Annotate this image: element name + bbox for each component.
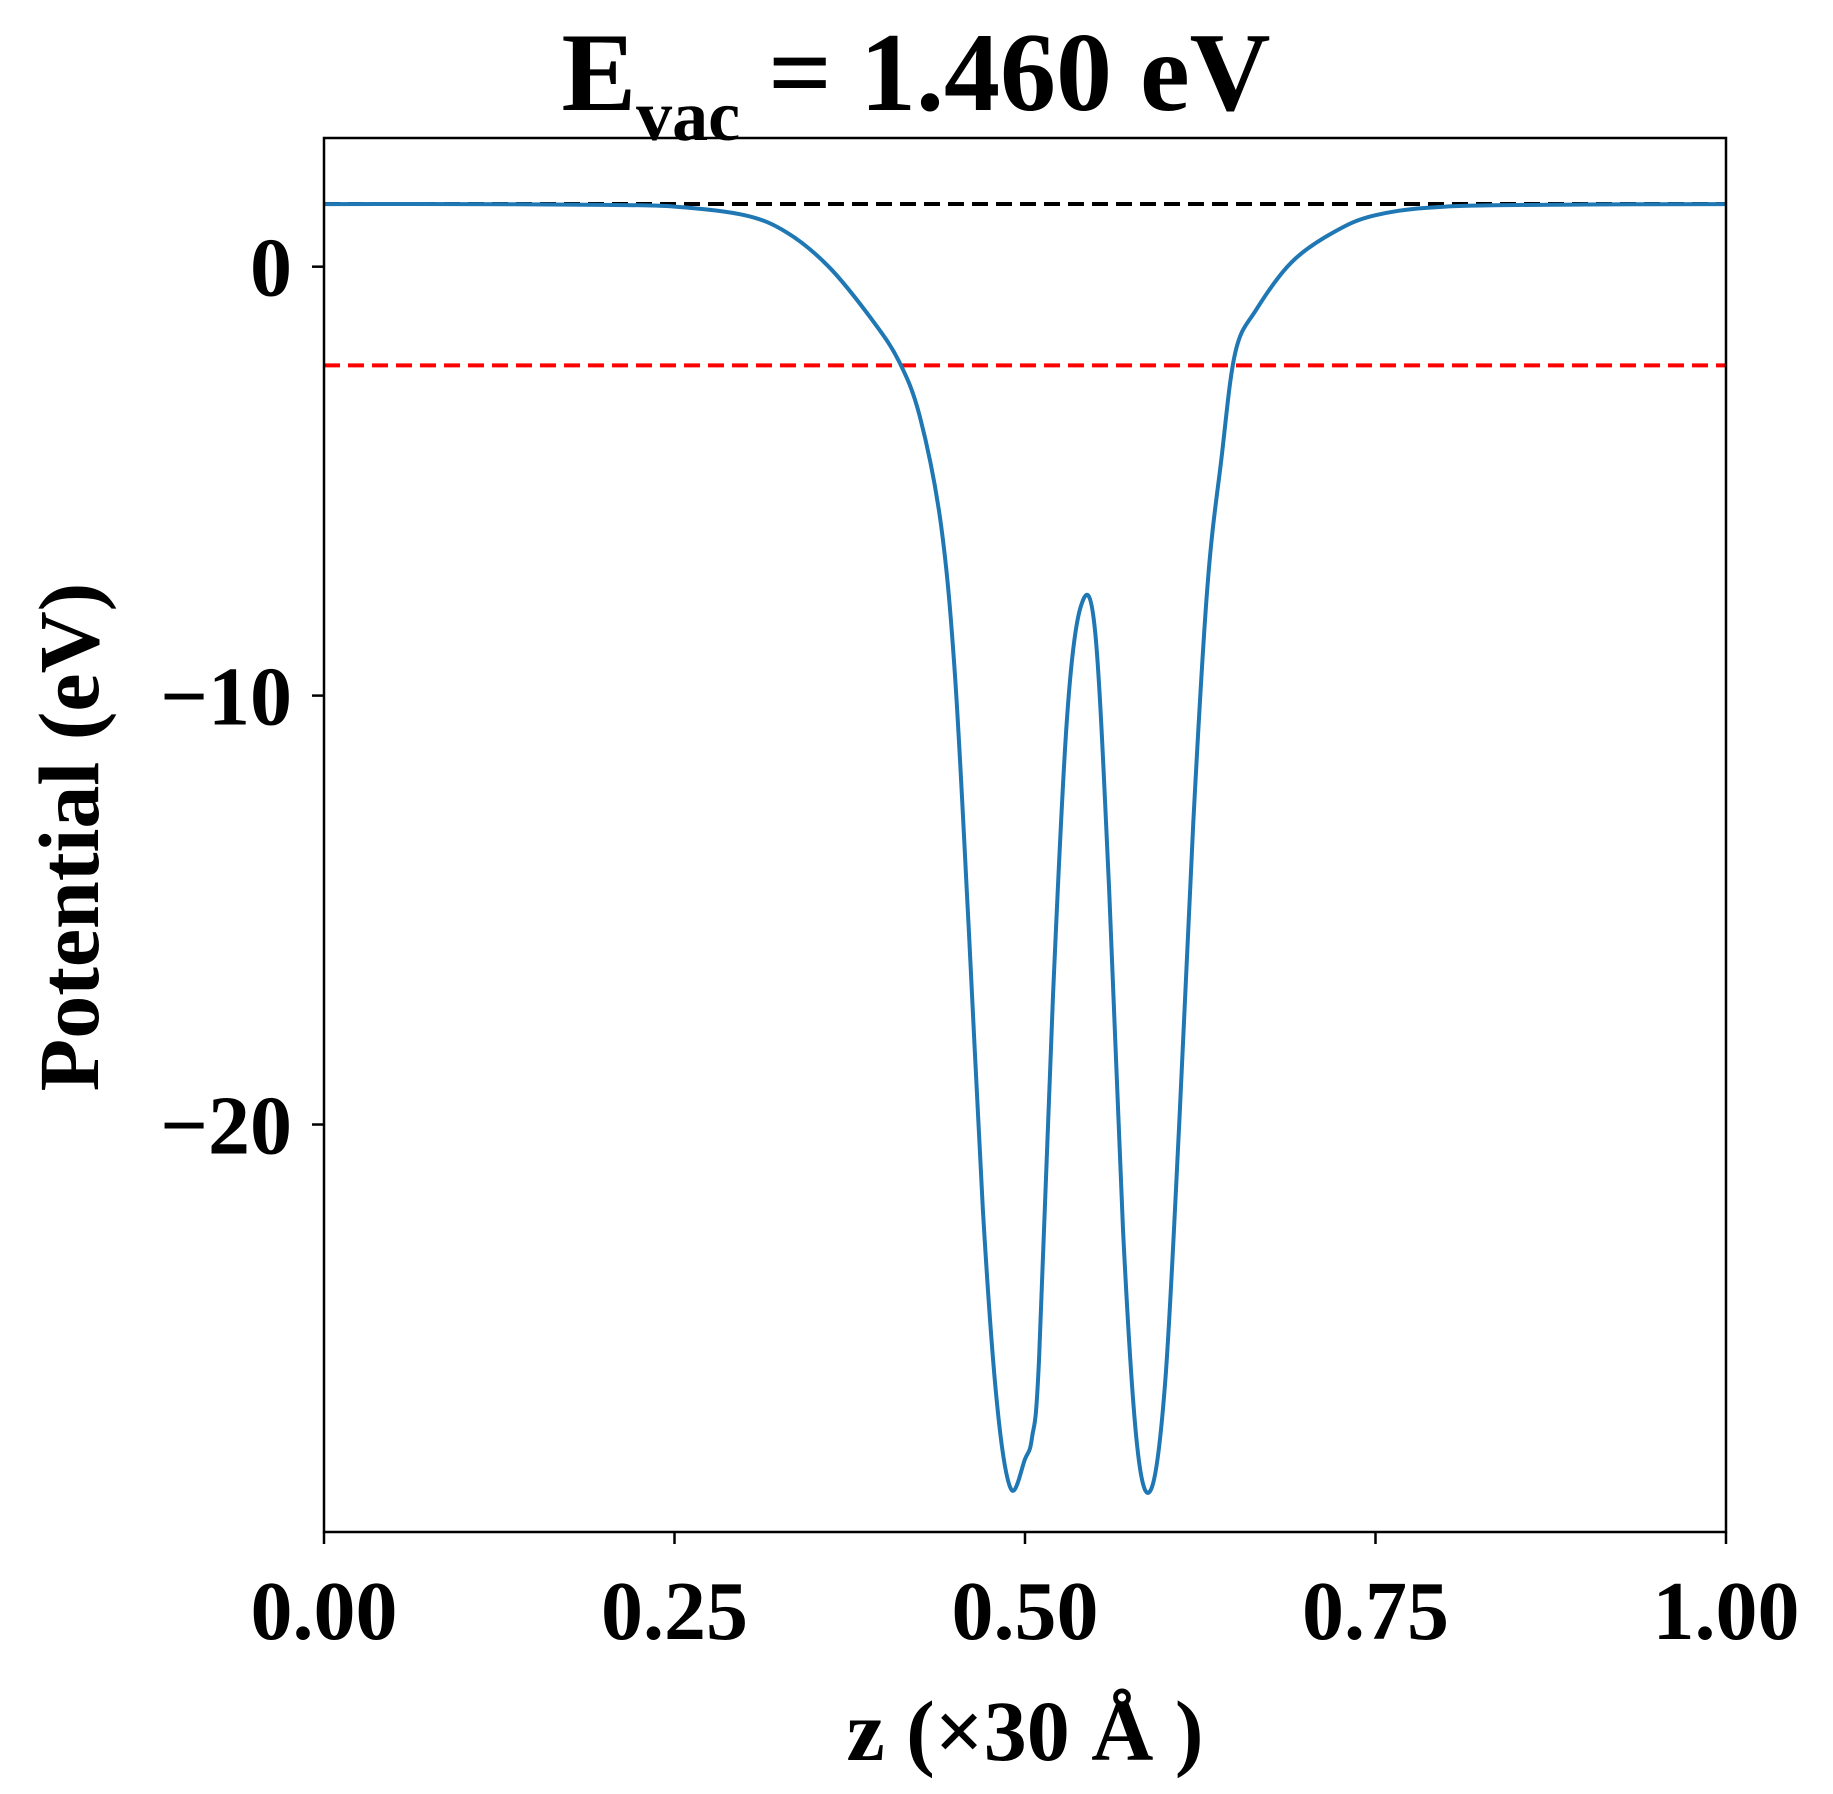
x-axis-ticks: 0.00 0.25 0.50 0.75 1.00: [251, 1532, 1800, 1658]
plot-background: [324, 138, 1726, 1532]
potential-curve: [323, 202, 1727, 1495]
x-tick-label: 0.00: [251, 1565, 398, 1658]
chart-title-rest: = 1.460 eV: [740, 11, 1270, 135]
x-axis-label: z (×30 Å ): [846, 1683, 1203, 1779]
y-axis-ticks: 0 −10 −20: [160, 222, 324, 1173]
chart-title: Evac = 1.460 eV: [561, 11, 1270, 156]
x-tick-label: 1.00: [1653, 1565, 1800, 1658]
x-tick-label: 0.50: [952, 1565, 1099, 1658]
x-tick-label: 0.25: [601, 1565, 748, 1658]
y-tick-label: −20: [160, 1080, 292, 1173]
x-tick-label: 0.75: [1302, 1565, 1449, 1658]
y-tick-label: −10: [160, 651, 292, 744]
chart-title-main: E: [561, 11, 636, 135]
chart-title-subscript: vac: [636, 76, 740, 156]
y-tick-label: 0: [250, 222, 292, 315]
reference-lines: [324, 202, 1726, 368]
y-axis-label: Potential (eV): [21, 583, 117, 1092]
